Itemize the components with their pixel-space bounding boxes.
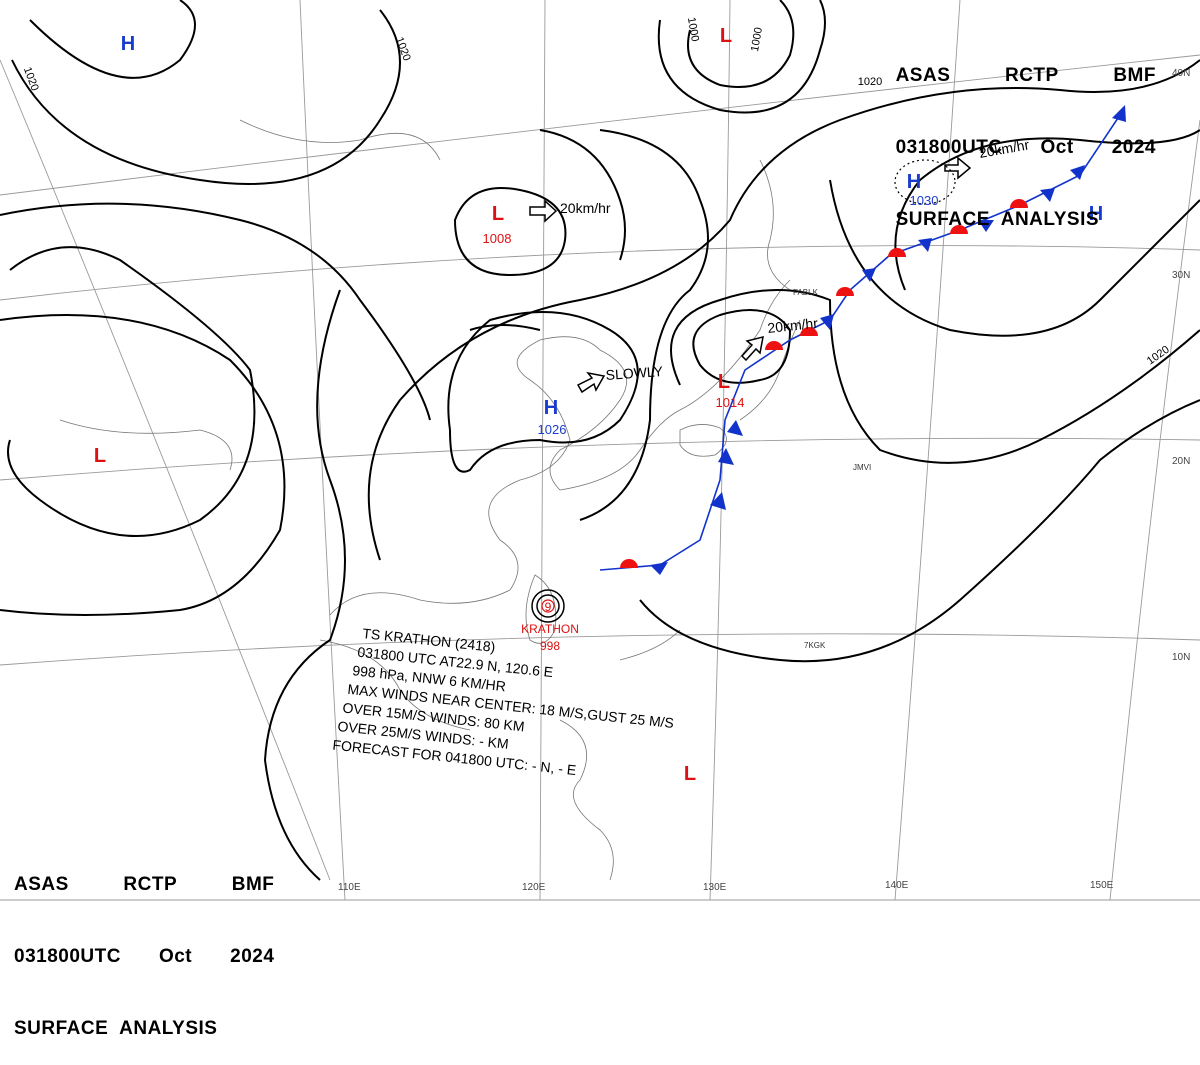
header-code: BMF [231, 874, 275, 895]
warm-front-markers [620, 199, 1028, 568]
motion-speed-label: SLOWLY [605, 363, 664, 383]
coastlines [59, 119, 801, 881]
isobar-value-label: 1020 [393, 35, 413, 62]
station-id-label: JMVI [853, 463, 871, 472]
typhoon-bulletin: TS KRATHON (2418)031800 UTC AT22.9 N, 12… [332, 625, 675, 778]
isobar-value-label: 1000 [749, 26, 765, 52]
header-code: BMF [1113, 65, 1156, 86]
low-center-letter: L [684, 763, 696, 785]
low-center-letter: L [94, 445, 106, 467]
low-center-letter: L [720, 25, 732, 47]
motion-arrow-icon [944, 156, 972, 180]
motion-speed-label: 20km/hr [560, 200, 611, 216]
isobar-value-label: 1020 [858, 76, 882, 88]
header-top-right: ASAS RCTP BMF 031800UTC Oct 2024 SURFACE ANA… [896, 16, 1156, 256]
high-center-dotted-outline [894, 159, 956, 205]
station-labels: FABLK JMVI 7KGK [793, 288, 871, 650]
high-center-letter: H [121, 33, 135, 55]
longitude-label: 140E [885, 880, 909, 891]
grid-labels: 40N 30N 20N 10N 110E 120E 130E 140E 150E [338, 68, 1190, 893]
header-time: 031800UTC [895, 137, 1003, 158]
latitude-label: 40N [1172, 68, 1190, 79]
header-station: RCTP [123, 874, 178, 895]
station-id-label: FABLK [793, 288, 819, 297]
isobar-value-label: 1000 [685, 16, 701, 42]
high-center-letter: H [544, 397, 558, 419]
header-month: Oct [158, 946, 193, 967]
motion-arrows [529, 156, 972, 394]
longitude-label: 130E [703, 882, 727, 893]
longitude-label: 110E [338, 882, 361, 893]
low-center-letter: L [718, 371, 730, 393]
motion-arrow-icon [740, 335, 764, 362]
center-pressure-value: 1030 [910, 193, 939, 208]
header-region: ASAS [895, 65, 951, 86]
header-bottom-left: ASAS RCTP BMF 031800UTC Oct 2024 SURFACE ANA… [14, 825, 274, 1065]
isobar-value-label: 1020 [21, 65, 41, 92]
longitude-label: 150E [1090, 880, 1114, 891]
station-id-label: 7KGK [804, 641, 826, 650]
header-time: 031800UTC [14, 946, 121, 967]
high-center-letter: H [907, 171, 921, 193]
typhoon-symbol [531, 589, 565, 623]
high-center-letter: H [1089, 203, 1103, 225]
center-pressure-value: 1008 [483, 231, 512, 246]
header-region: ASAS [14, 874, 69, 895]
header-title: SURFACE ANALYSIS [895, 209, 1100, 230]
header-station: RCTP [1004, 65, 1059, 86]
typhoon-pressure: 998 [540, 639, 560, 653]
motion-arrow-icon [529, 199, 558, 223]
cold-front-markers [650, 105, 1126, 575]
motion-speed-label: 20km/hr [767, 315, 819, 336]
frontal-system [599, 105, 1126, 575]
header-year: 2024 [230, 946, 275, 967]
typhoon-name: KRATHON [521, 622, 579, 636]
center-pressure-value: 1014 [716, 395, 745, 410]
latitude-label: 30N [1172, 270, 1190, 281]
header-month: Oct [1040, 137, 1074, 158]
longitude-label: 120E [522, 882, 546, 893]
low-center-letter: L [492, 203, 504, 225]
motion-arrow-icon [576, 371, 606, 394]
center-pressure-value: 1026 [538, 422, 567, 437]
header-title: SURFACE ANALYSIS [14, 1018, 218, 1039]
typhoon-number: 9 [545, 600, 552, 614]
latitude-label: 20N [1172, 456, 1190, 467]
latitude-label: 10N [1172, 652, 1190, 663]
header-year: 2024 [1111, 137, 1156, 158]
